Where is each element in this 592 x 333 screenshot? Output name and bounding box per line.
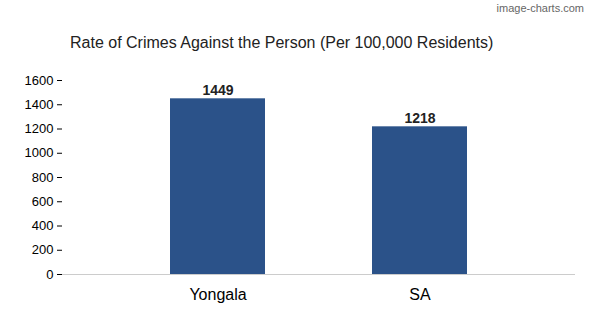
- svg-text:400: 400: [32, 218, 54, 233]
- svg-text:SA: SA: [409, 286, 431, 303]
- svg-text:0: 0: [46, 267, 53, 282]
- svg-text:1000: 1000: [25, 145, 54, 160]
- svg-text:200: 200: [32, 242, 54, 257]
- svg-text:Yongala: Yongala: [189, 286, 246, 303]
- svg-text:1200: 1200: [25, 121, 54, 136]
- svg-text:1449: 1449: [202, 82, 233, 98]
- html-text:Rate of Crimes Against the Per: Rate of Crimes Against the Person (Per 1…: [70, 34, 494, 51]
- svg-text:1600: 1600: [25, 73, 54, 88]
- html-text:image-charts.com: image-charts.com: [496, 2, 584, 14]
- svg-text:600: 600: [32, 194, 54, 209]
- svg-text:800: 800: [32, 170, 54, 185]
- svg-text:1218: 1218: [404, 110, 435, 126]
- svg-text:1400: 1400: [25, 97, 54, 112]
